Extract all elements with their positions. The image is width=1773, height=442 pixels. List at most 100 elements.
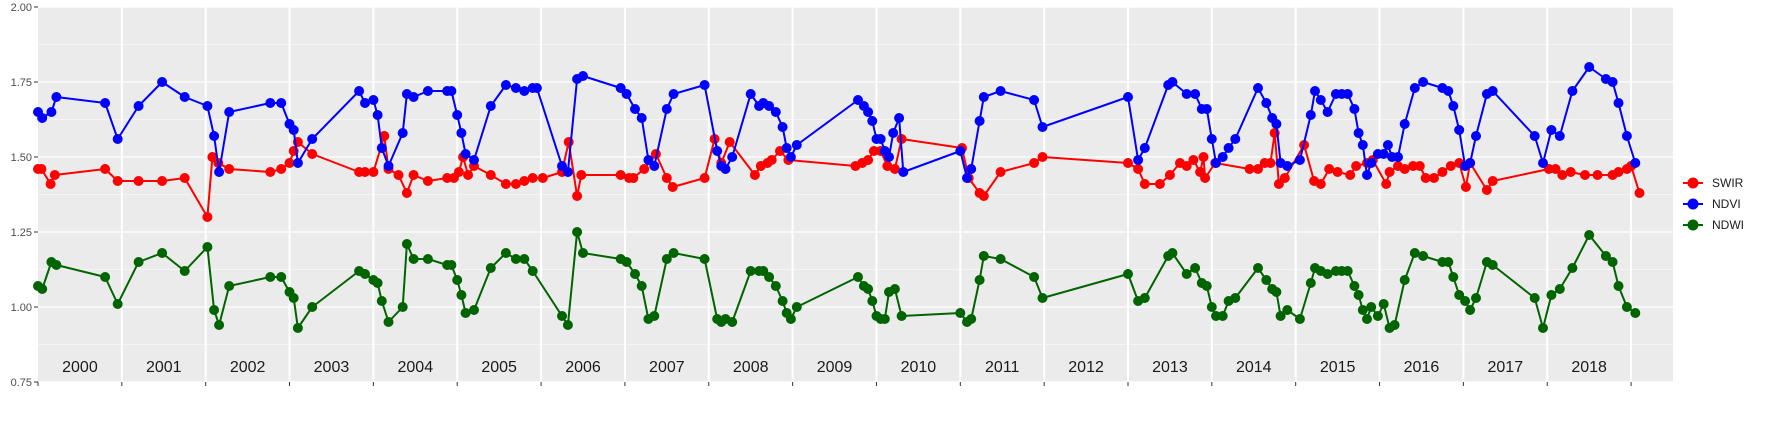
data-point-ndwi — [1322, 269, 1333, 279]
data-point-ndvi — [1167, 77, 1178, 87]
data-point-swir — [1200, 173, 1211, 183]
data-point-ndwi — [1123, 269, 1133, 279]
data-point-ndwi — [1554, 284, 1565, 294]
data-point-ndwi — [764, 272, 775, 282]
data-point-ndwi — [889, 284, 900, 294]
data-point-ndwi — [879, 314, 890, 324]
data-point-ndwi — [1230, 293, 1241, 303]
data-point-ndwi — [1613, 281, 1624, 291]
legend: SWIR NDVI NDWI — [1683, 176, 1744, 232]
y-tick-label: 1.50 — [11, 152, 32, 164]
data-point-swir — [1139, 179, 1150, 189]
data-point-ndvi — [1529, 131, 1540, 141]
data-point-ndvi — [1315, 95, 1326, 105]
legend-key-swir — [1687, 177, 1699, 189]
data-point-ndvi — [1133, 155, 1144, 165]
data-point-ndwi — [1607, 257, 1618, 267]
data-point-swir — [1414, 161, 1425, 171]
data-point-ndwi — [1217, 311, 1228, 321]
data-point-ndwi — [1567, 263, 1578, 273]
data-point-ndwi — [853, 272, 863, 282]
data-point-swir — [1123, 158, 1133, 168]
data-point-ndvi — [712, 146, 723, 156]
y-tick-label: 2.00 — [11, 2, 32, 14]
data-point-ndvi — [898, 167, 909, 177]
data-point-ndvi — [1211, 158, 1221, 168]
data-point-swir — [1487, 176, 1498, 186]
data-point-ndvi — [202, 101, 213, 111]
data-point-swir — [1345, 170, 1356, 180]
data-point-ndvi — [727, 152, 738, 162]
data-point-ndwi — [446, 260, 457, 270]
data-point-ndvi — [1621, 131, 1632, 141]
data-point-ndwi — [1305, 278, 1316, 288]
data-point-swir — [889, 164, 900, 174]
data-point-ndwi — [157, 248, 168, 258]
data-point-ndvi — [531, 83, 542, 93]
data-point-ndvi — [1554, 131, 1565, 141]
data-point-ndvi — [397, 128, 408, 138]
data-point-ndvi — [1139, 143, 1150, 153]
data-point-ndwi — [51, 260, 62, 270]
data-point-ndvi — [863, 107, 874, 117]
data-point-ndwi — [397, 302, 408, 312]
data-point-ndwi — [572, 227, 583, 237]
data-point-ndwi — [408, 254, 419, 264]
data-point-ndwi — [1372, 311, 1383, 321]
data-point-ndvi — [699, 80, 710, 90]
data-point-ndvi — [265, 98, 276, 108]
data-point-ndvi — [1362, 170, 1372, 180]
year-label: 2005 — [481, 359, 517, 376]
data-point-ndvi — [100, 98, 111, 108]
data-point-swir — [863, 155, 874, 165]
data-point-ndwi — [1037, 293, 1048, 303]
data-point-ndwi — [1448, 272, 1459, 282]
data-point-swir — [639, 164, 650, 174]
data-point-swir — [661, 173, 672, 183]
data-point-ndvi — [112, 134, 123, 144]
data-point-ndvi — [630, 104, 640, 114]
data-point-ndvi — [1294, 155, 1305, 165]
data-point-swir — [307, 149, 318, 159]
data-point-ndwi — [360, 269, 370, 279]
data-point-swir — [1381, 179, 1392, 189]
data-point-ndwi — [485, 263, 496, 273]
data-point-ndvi — [37, 113, 48, 123]
data-point-ndvi — [1567, 86, 1578, 96]
data-point-ndvi — [1378, 149, 1389, 159]
year-label: 2004 — [398, 359, 434, 376]
data-point-ndwi — [527, 266, 538, 276]
data-point-swir — [1181, 161, 1192, 171]
data-point-ndwi — [1190, 263, 1201, 273]
data-point-ndwi — [974, 275, 985, 285]
data-point-ndvi — [1123, 92, 1133, 102]
data-point-ndvi — [224, 107, 235, 117]
data-point-ndvi — [1454, 125, 1465, 135]
data-point-ndvi — [1630, 158, 1641, 168]
data-point-ndwi — [133, 257, 144, 267]
data-point-swir — [360, 167, 370, 177]
data-point-swir — [133, 176, 144, 186]
data-point-ndvi — [720, 164, 731, 174]
data-point-ndwi — [1181, 269, 1192, 279]
data-point-ndvi — [888, 128, 899, 138]
data-point-swir — [1429, 173, 1439, 183]
data-point-swir — [224, 164, 235, 174]
data-point-ndvi — [1310, 86, 1320, 96]
data-point-ndvi — [578, 71, 588, 81]
data-point-ndvi — [962, 173, 972, 183]
y-tick-label: 1.75 — [11, 77, 32, 89]
data-point-ndwi — [978, 251, 989, 261]
year-label: 2012 — [1068, 359, 1104, 376]
data-point-ndvi — [157, 77, 168, 87]
data-point-ndvi — [884, 152, 894, 162]
data-point-ndvi — [1471, 131, 1481, 141]
data-point-swir — [537, 173, 548, 183]
data-point-swir — [1029, 158, 1040, 168]
data-point-ndwi — [745, 266, 756, 276]
data-point-ndvi — [1181, 89, 1192, 99]
data-point-ndvi — [894, 113, 905, 123]
data-point-ndvi — [661, 104, 672, 114]
data-point-ndwi — [1201, 281, 1212, 291]
data-point-ndwi — [288, 293, 299, 303]
